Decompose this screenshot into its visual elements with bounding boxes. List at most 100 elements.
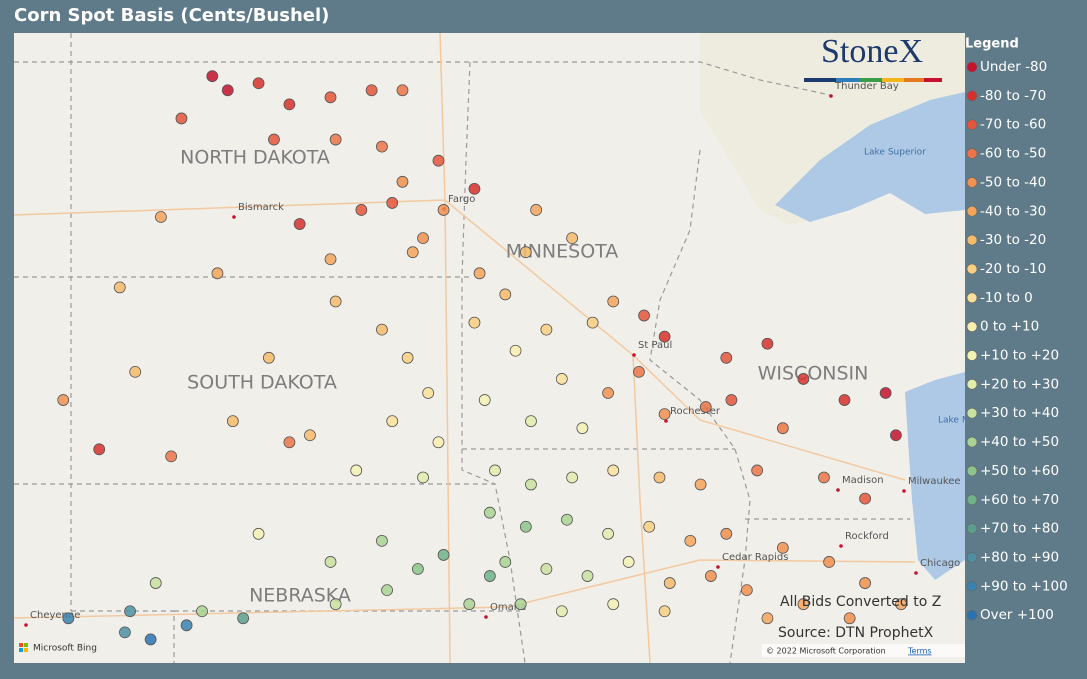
state-label: SOUTH DAKOTA [187,372,337,394]
bid-dot [895,598,907,611]
bid-dot [62,612,75,625]
ms-square [19,643,23,647]
bid-dot [859,577,871,589]
bid-dot [576,422,589,435]
bid-dot [119,626,131,639]
terms-link[interactable]: Terms [907,647,932,656]
bid-dot [509,344,522,357]
bid-dot [602,387,614,399]
bid-dot [525,478,537,491]
legend-label: +40 to +50 [980,434,1059,450]
city-label: Thunder Bay [834,81,899,92]
bid-dot [818,471,830,484]
bid-dot [293,218,306,230]
bid-dot [483,506,496,519]
legend-label: 0 to +10 [980,319,1039,335]
place-labels: NORTH DAKOTA SOUTH DAKOTA MINNESOTA WISCONS… [24,81,965,627]
attribution: Microsoft Bing [33,644,97,654]
state-label: WISCONSIN [758,363,869,385]
legend-swatch [966,436,978,448]
bid-dot [540,563,553,575]
lake-superior [775,92,965,222]
bid-dot [555,373,568,385]
legend-label: Under -80 [980,59,1047,75]
bid-dot [761,612,774,625]
bid-dot [489,464,501,477]
bid-dot [622,556,635,568]
bid-dot [417,232,429,245]
bid-dot [468,182,481,195]
state-label: NORTH DAKOTA [180,147,330,169]
bid-dot [304,429,316,442]
bid-dot [838,394,851,406]
bid-dot [519,246,532,259]
bid-dot [175,112,188,125]
road [632,354,651,663]
bid-dot [797,373,810,385]
legend-label: -40 to -30 [980,203,1046,219]
bid-dot [643,520,656,533]
border [461,61,496,485]
bid-dot [411,563,424,575]
copyright: © 2022 Microsoft Corporation [766,647,886,656]
legend-label: +70 to +80 [980,521,1059,537]
bid-dot [519,520,532,533]
legend-label: +80 to +90 [980,549,1059,565]
city-dot [716,565,720,569]
bid-dot [684,534,697,547]
legend-swatch [966,465,978,477]
bid-dot [776,422,789,435]
bid-dot [699,401,712,413]
bid-dot [329,598,342,611]
bid-dot [566,232,578,245]
legend-swatch [966,552,978,563]
bid-dot [859,492,871,505]
legend-swatch [966,350,978,361]
road [14,559,916,619]
bid-dot [386,415,399,428]
city-label: Omaha [490,602,526,613]
bid-dot [823,556,835,568]
bid-dot [329,133,342,146]
city-label: Bismarck [238,202,284,213]
bid-dot [468,316,481,329]
city-dot [914,571,918,575]
bid-dot [581,570,594,582]
bid-dot [324,556,337,568]
water-label: Lake Superior [864,148,926,158]
bid-dot [586,316,599,329]
bid-dot [154,211,167,223]
legend: Under -80 -80 to -70 -70 to -60 -60 to -50 -… [966,59,1068,623]
bid-dot [633,365,645,378]
bid-dot [658,408,671,421]
bid-dot [396,175,409,188]
bid-dot [463,598,476,611]
city-dot [484,615,488,619]
logo-bar [904,78,924,82]
legend-swatch [966,61,978,73]
logo: StoneX [804,33,942,82]
bid-dot [607,464,620,477]
logo-bar [836,78,860,82]
legend-swatch [966,177,978,188]
bid-dot [129,365,142,378]
bid-dot [149,577,162,589]
map: NORTH DAKOTA SOUTH DAKOTA MINNESOTA WISCONS… [14,33,965,663]
legend-swatch [966,494,978,506]
border [649,149,751,663]
lake-michigan [905,372,965,580]
title: Corn Spot Basis (Cents/Bushel) [14,5,329,26]
copyright-bg [762,644,965,657]
bid-dot [720,527,733,540]
bid-dot [843,612,856,625]
city-dot [664,419,668,423]
legend-label: +60 to +70 [980,492,1059,508]
logo-bar [804,78,836,82]
bid-dot [566,471,578,484]
bid-dot [283,436,296,449]
bid-dot [221,84,234,97]
legend-label: Over +100 [980,607,1054,623]
city-label: Madison [842,475,884,486]
